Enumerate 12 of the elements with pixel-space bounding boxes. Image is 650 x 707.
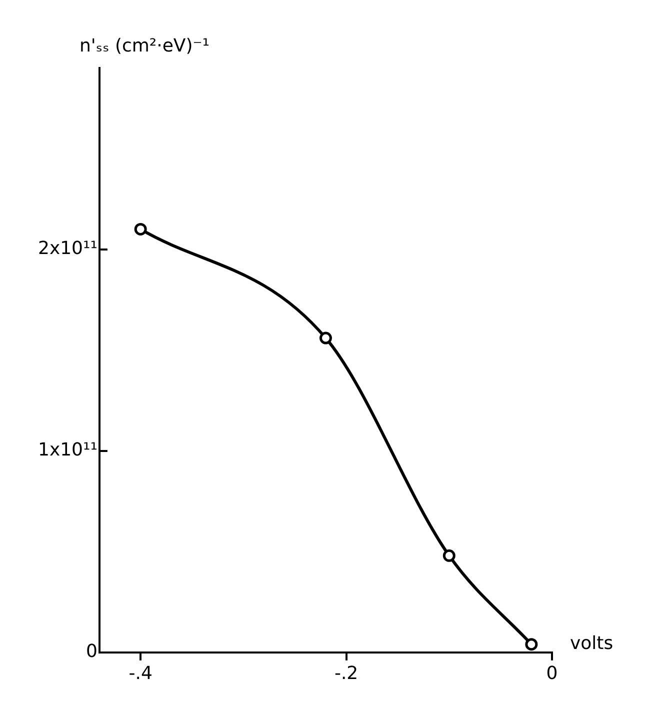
point (442, 549, 456, 562)
point (134, 222, 147, 236)
x-tick-label: -.4 (128, 662, 152, 684)
y-tick-label: 1x10¹¹ (38, 440, 98, 461)
point (319, 332, 332, 344)
y-axis-title: n'ₛₛ (cm²·eV)⁻¹ (79, 36, 210, 57)
x-tick-label: -.2 (334, 662, 358, 684)
point (525, 638, 538, 651)
y-tick-label: 2x10¹¹ (38, 238, 98, 260)
x-axis-title: volts (570, 633, 614, 654)
x-tick-label: 0 (546, 662, 558, 684)
y-tick-label: 0 (86, 641, 98, 662)
